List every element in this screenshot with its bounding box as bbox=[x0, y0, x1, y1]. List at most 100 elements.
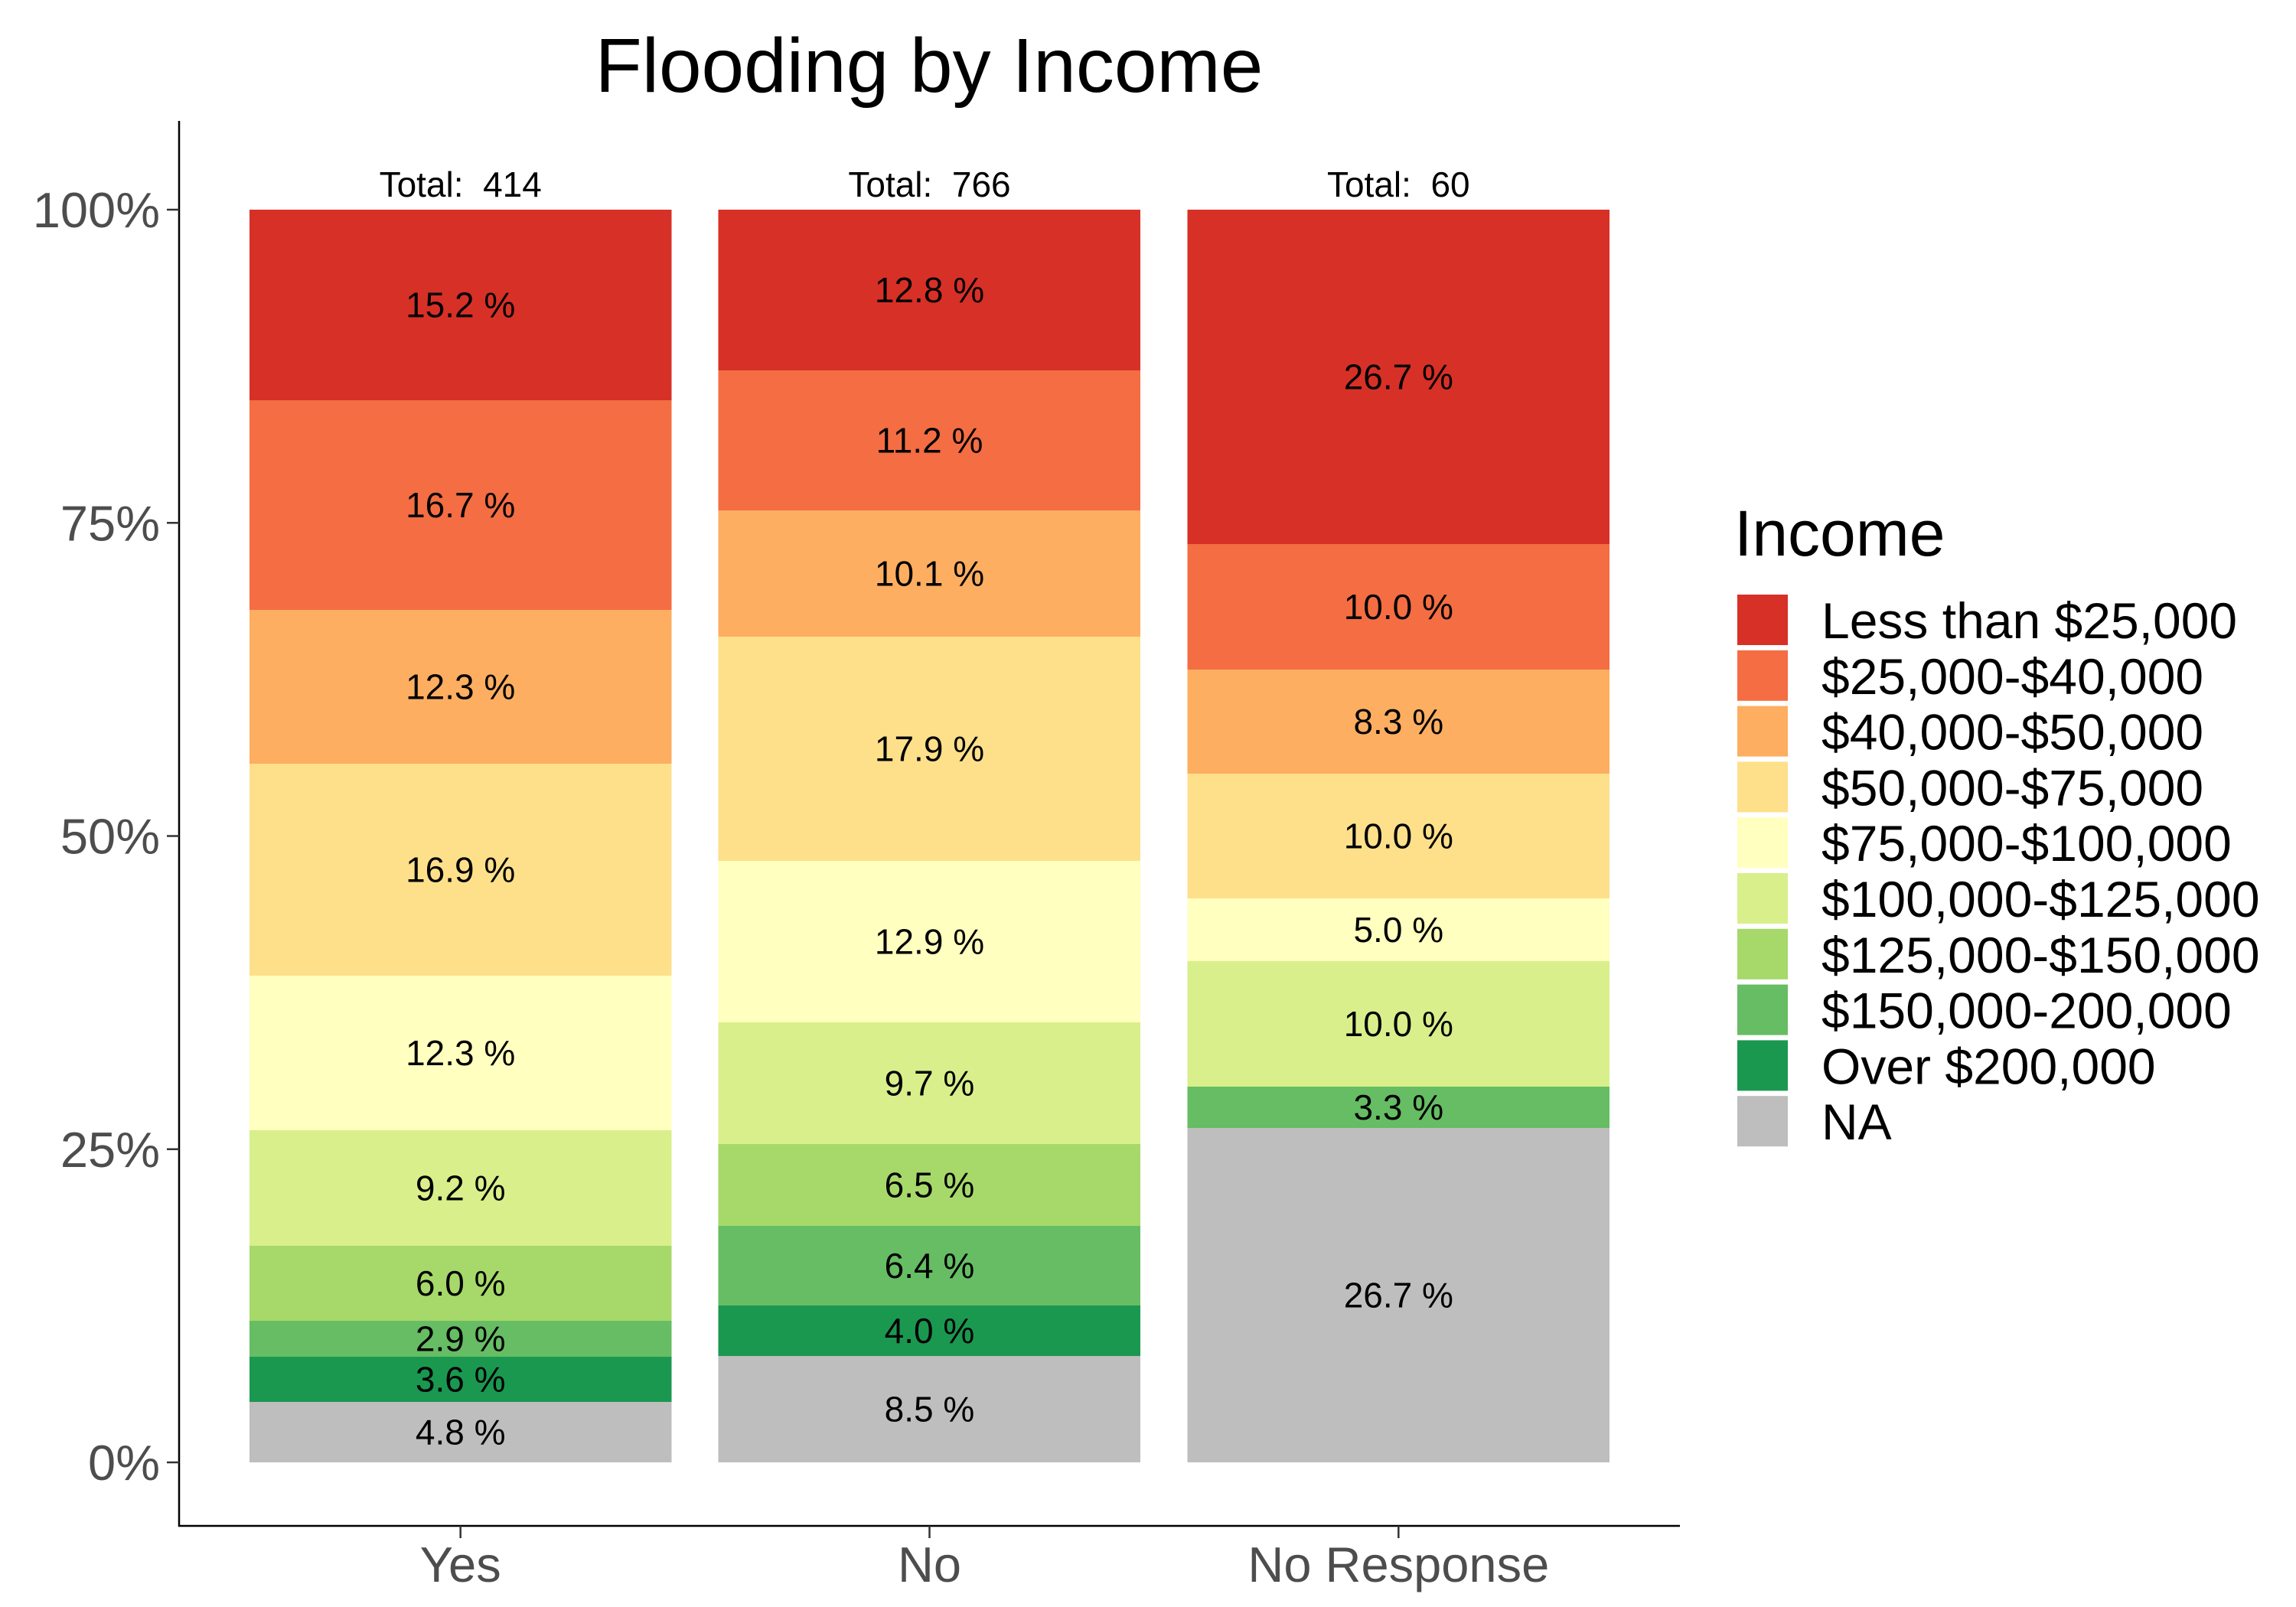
bar-segment bbox=[249, 1357, 672, 1402]
bar-value-unit: % bbox=[465, 1360, 506, 1400]
bar-segment bbox=[249, 1130, 672, 1246]
bar-total-label: Total: 766 bbox=[848, 165, 1010, 204]
x-tick-label: No bbox=[898, 1537, 961, 1592]
bar-segment bbox=[1187, 961, 1609, 1087]
bar-value-number: 11.2 bbox=[876, 421, 942, 461]
bar-value-unit: % bbox=[1402, 702, 1443, 742]
legend-title: Income bbox=[1734, 497, 1945, 569]
legend-key bbox=[1737, 817, 1788, 869]
bar-value-number: 16.7 bbox=[406, 485, 475, 525]
bar-value-label: 12.3 % bbox=[406, 1033, 515, 1073]
bar-value-label: 15.2 % bbox=[406, 285, 515, 325]
y-tick-label: 25% bbox=[60, 1122, 160, 1178]
bar-value-unit: % bbox=[943, 554, 984, 594]
bar-segment bbox=[718, 1144, 1141, 1226]
bar-segment bbox=[1187, 1128, 1609, 1462]
bar-value-number: 4.8 bbox=[416, 1413, 465, 1452]
bar-value-unit: % bbox=[1402, 910, 1443, 950]
bar-value-number: 6.4 bbox=[885, 1246, 934, 1286]
bar-value-number: 10.0 bbox=[1344, 587, 1413, 627]
bar-segment bbox=[718, 637, 1141, 861]
bar-value-number: 12.9 bbox=[875, 922, 944, 962]
bar-total-labels: Total: 414 Total: 766 Total: 60 bbox=[380, 165, 1470, 204]
bar-value-label: 12.3 % bbox=[406, 667, 515, 707]
bar-value-unit: % bbox=[475, 850, 516, 890]
bar-value-label: 10.1 % bbox=[875, 554, 984, 594]
bar-value-label: 26.7 % bbox=[1344, 357, 1453, 397]
bar-value-number: 17.9 bbox=[875, 729, 944, 769]
bar-value-unit: % bbox=[465, 1169, 506, 1208]
legend-key bbox=[1737, 706, 1788, 757]
bar-value-label: 3.3 % bbox=[1353, 1087, 1443, 1127]
bar-value-label: 26.7 % bbox=[1344, 1276, 1453, 1315]
bar-value-label: 8.5 % bbox=[885, 1390, 975, 1429]
stacked-bars bbox=[249, 210, 1609, 1462]
bar-segment bbox=[1187, 774, 1609, 898]
total-label-value: 60 bbox=[1430, 165, 1469, 204]
total-label-prefix: Total: bbox=[1327, 165, 1431, 204]
bar-value-label: 10.0 % bbox=[1344, 587, 1453, 627]
legend-items: Less than $25,000$25,000-$40,000$40,000-… bbox=[1737, 592, 2260, 1150]
legend-label: $50,000-$75,000 bbox=[1821, 759, 2203, 816]
bar-segment bbox=[718, 861, 1141, 1022]
bar-total-label: Total: 60 bbox=[1327, 165, 1470, 204]
bar-value-label: 4.8 % bbox=[416, 1413, 506, 1452]
legend-label: $40,000-$50,000 bbox=[1821, 704, 2203, 761]
bar-value-label: 8.3 % bbox=[1353, 702, 1443, 742]
bar-value-unit: % bbox=[475, 285, 516, 325]
legend-key bbox=[1737, 1040, 1788, 1091]
bar-value-unit: % bbox=[1412, 357, 1453, 397]
bar-value-label: 3.6 % bbox=[416, 1360, 506, 1400]
bar-segment bbox=[249, 1321, 672, 1357]
bar-value-number: 3.6 bbox=[416, 1360, 465, 1400]
legend-label: $75,000-$100,000 bbox=[1821, 815, 2232, 872]
legend-label: $25,000-$40,000 bbox=[1821, 648, 2203, 705]
bar-value-number: 4.0 bbox=[885, 1311, 934, 1351]
bar-value-number: 10.0 bbox=[1344, 1004, 1413, 1044]
bar-value-number: 2.9 bbox=[416, 1319, 465, 1359]
bar-segment bbox=[1187, 898, 1609, 961]
bar-segment bbox=[718, 1305, 1141, 1356]
bar-value-unit: % bbox=[943, 729, 984, 769]
legend-label: $100,000-$125,000 bbox=[1821, 871, 2260, 927]
bar-value-label: 5.0 % bbox=[1353, 910, 1443, 950]
bar-value-number: 8.5 bbox=[885, 1390, 934, 1429]
legend-key bbox=[1737, 761, 1788, 813]
bar-value-unit: % bbox=[943, 270, 984, 310]
bar-value-unit: % bbox=[475, 667, 516, 707]
bar-value-label: 17.9 % bbox=[875, 729, 984, 769]
legend-label: $125,000-$150,000 bbox=[1821, 927, 2260, 983]
bar-value-number: 12.3 bbox=[406, 667, 475, 707]
bar-value-unit: % bbox=[1412, 1276, 1453, 1315]
bar-value-number: 26.7 bbox=[1344, 357, 1413, 397]
legend-key bbox=[1737, 928, 1788, 980]
bar-value-unit: % bbox=[1412, 817, 1453, 856]
legend-label: $150,000-200,000 bbox=[1821, 983, 2232, 1039]
bar-segment bbox=[718, 210, 1141, 370]
bar-value-label: 2.9 % bbox=[416, 1319, 506, 1359]
legend-key bbox=[1737, 984, 1788, 1035]
bar-value-unit: % bbox=[465, 1413, 506, 1452]
bar-value-unit: % bbox=[475, 485, 516, 525]
bar-value-unit: % bbox=[465, 1319, 506, 1359]
bar-value-label: 16.7 % bbox=[406, 485, 515, 525]
bar-segment bbox=[718, 1356, 1141, 1462]
bar-value-unit: % bbox=[1402, 1087, 1443, 1127]
y-tick-label: 0% bbox=[88, 1435, 160, 1491]
legend-label: NA bbox=[1821, 1094, 1892, 1150]
total-label-prefix: Total: bbox=[380, 165, 484, 204]
bar-total-label: Total: 414 bbox=[380, 165, 542, 204]
bar-value-labels: 4.8 %3.6 %2.9 %6.0 %9.2 %12.3 %16.9 %12.… bbox=[406, 270, 1453, 1452]
bar-segment bbox=[1187, 544, 1609, 670]
bar-segment bbox=[249, 1402, 672, 1462]
bar-value-unit: % bbox=[1412, 587, 1453, 627]
bar-value-number: 9.2 bbox=[416, 1169, 465, 1208]
bar-value-unit: % bbox=[934, 1064, 975, 1103]
legend-label: Over $200,000 bbox=[1821, 1038, 2156, 1094]
legend-key bbox=[1737, 650, 1788, 701]
bar-value-number: 10.1 bbox=[875, 554, 944, 594]
legend-key bbox=[1737, 595, 1788, 645]
total-label-prefix: Total: bbox=[848, 165, 952, 204]
bar-value-number: 10.0 bbox=[1344, 817, 1413, 856]
